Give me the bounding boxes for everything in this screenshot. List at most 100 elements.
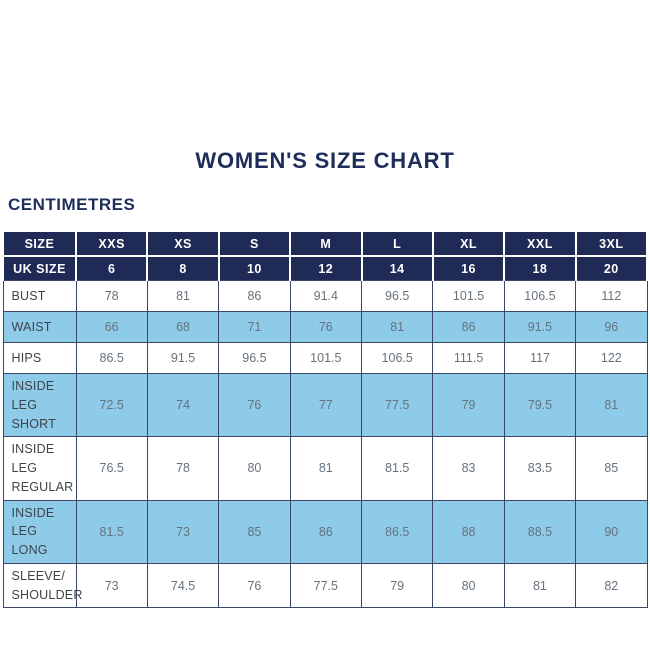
table-row: BUST 78 81 86 91.4 96.5 101.5 106.5 112 <box>2 280 648 312</box>
row-label-line: INSIDE LEG <box>11 505 55 539</box>
value-cell: 76 <box>218 562 291 609</box>
header-row-size: SIZE XXS XS S M L XL XXL 3XL <box>2 230 649 257</box>
value-cell: 96 <box>575 311 648 343</box>
value-cell: 86.5 <box>75 342 148 374</box>
row-label: BUST <box>2 280 77 312</box>
value-cell: 83 <box>432 436 505 501</box>
header-value-cell: 18 <box>503 255 577 281</box>
value-cell: 74 <box>146 372 220 438</box>
header-value-cell: L <box>360 230 434 257</box>
size-table: SIZE XXS XS S M L XL XXL 3XL UK SIZE 6 8 10 12 14 16 18 2… <box>2 230 649 609</box>
value-cell: 90 <box>575 499 648 564</box>
header-value-cell: 14 <box>360 255 434 281</box>
table-row: WAIST 66 68 71 76 81 86 91.5 96 <box>2 311 648 343</box>
header-value-cell: 3XL <box>574 230 649 257</box>
table-row: INSIDE LEG REGULAR 76.5 78 80 81 81.5 83 83.5 85 <box>2 436 648 501</box>
value-cell: 88 <box>432 499 505 564</box>
value-cell: 66 <box>75 311 148 343</box>
row-label: HIPS <box>2 342 77 374</box>
value-cell: 81 <box>503 562 577 609</box>
row-label-line: INSIDE LEG <box>11 442 55 475</box>
value-cell: 77.5 <box>360 372 434 438</box>
header-value-cell: XXL <box>503 230 577 257</box>
value-cell: 86 <box>289 499 363 564</box>
value-cell: 68 <box>146 311 220 343</box>
header-value-cell: 6 <box>74 255 149 281</box>
value-cell: 74.5 <box>146 562 220 609</box>
table-row: INSIDE LEG LONG 81.5 73 85 86 86.5 88 88.5 90 <box>2 499 648 564</box>
value-cell: 85 <box>218 499 291 564</box>
value-cell: 78 <box>146 436 220 501</box>
page-title: WOMEN'S SIZE CHART <box>195 148 455 173</box>
value-cell: 88.5 <box>503 499 577 564</box>
units-label: CENTIMETRES <box>8 195 136 214</box>
value-cell: 81.5 <box>75 499 148 564</box>
value-cell: 79 <box>432 372 505 438</box>
value-cell: 76.5 <box>75 436 148 501</box>
row-label-line: HIPS <box>11 350 42 365</box>
value-cell: 76 <box>218 372 291 438</box>
value-cell: 79 <box>360 562 434 609</box>
header-value-cell: M <box>289 230 363 257</box>
value-cell: 83.5 <box>503 436 577 501</box>
value-cell: 73 <box>75 562 148 609</box>
header-row-label: UK SIZE <box>2 255 77 281</box>
row-label-line: LONG <box>11 543 48 557</box>
value-cell: 111.5 <box>432 342 505 374</box>
row-label-line: SLEEVE/ <box>11 568 66 583</box>
value-cell: 81 <box>289 436 363 501</box>
value-cell: 71 <box>218 311 291 343</box>
row-label: INSIDE LEG SHORT <box>2 372 77 438</box>
value-cell: 86 <box>218 280 291 312</box>
value-cell: 122 <box>575 342 648 374</box>
value-cell: 106.5 <box>503 280 577 312</box>
value-cell: 106.5 <box>360 342 434 374</box>
value-cell: 80 <box>432 562 505 609</box>
row-label: WAIST <box>2 311 77 343</box>
row-label-line: BUST <box>11 288 46 303</box>
value-cell: 77 <box>289 372 363 438</box>
value-cell: 85 <box>575 436 648 501</box>
row-label: INSIDE LEG LONG <box>2 499 77 564</box>
row-label: SLEEVE/SHOULDER <box>2 562 83 609</box>
value-cell: 91.5 <box>503 311 577 343</box>
table-row: INSIDE LEG SHORT 72.5 74 76 77 77.5 79 79.5 81 <box>2 372 648 438</box>
row-label-line: WAIST <box>11 319 52 334</box>
size-table-body: SIZE XXS XS S M L XL XXL 3XL UK SIZE 6 8 10 12 14 16 18 2… <box>2 230 649 609</box>
value-cell: 81 <box>575 372 648 438</box>
header-value-cell: XL <box>431 230 506 257</box>
value-cell: 101.5 <box>289 342 363 374</box>
value-cell: 79.5 <box>503 372 577 438</box>
row-label-line: SHOULDER <box>11 587 83 602</box>
value-cell: 117 <box>503 342 577 374</box>
value-cell: 81 <box>146 280 220 312</box>
value-cell: 112 <box>575 280 648 312</box>
value-cell: 81 <box>360 311 434 343</box>
value-cell: 78 <box>75 280 148 312</box>
row-label-line: INSIDE LEG <box>11 379 55 412</box>
row-label-line: REGULAR <box>11 479 74 494</box>
header-value-cell: 12 <box>289 255 363 281</box>
value-cell: 86 <box>432 311 505 343</box>
value-cell: 77.5 <box>289 562 363 609</box>
value-cell: 80 <box>218 436 291 501</box>
header-value-cell: 16 <box>431 255 506 281</box>
header-value-cell: XS <box>146 230 220 257</box>
header-value-cell: 20 <box>574 255 649 281</box>
table-row: HIPS 86.5 91.5 96.5 101.5 106.5 111.5 117 122 <box>2 342 648 374</box>
value-cell: 96.5 <box>218 342 291 374</box>
value-cell: 91.5 <box>146 342 220 374</box>
value-cell: 82 <box>575 562 648 609</box>
row-label: INSIDE LEG REGULAR <box>2 436 77 501</box>
value-cell: 81.5 <box>360 436 434 501</box>
header-value-cell: 8 <box>146 255 220 281</box>
value-cell: 76 <box>289 311 363 343</box>
header-value-cell: 10 <box>217 255 292 281</box>
header-value-cell: XXS <box>74 230 149 257</box>
table-row: SLEEVE/SHOULDER 73 74.5 76 77.5 79 80 81 82 <box>2 562 648 609</box>
value-cell: 101.5 <box>432 280 505 312</box>
value-cell: 86.5 <box>360 499 434 564</box>
value-cell: 72.5 <box>75 372 148 438</box>
value-cell: 91.4 <box>289 280 363 312</box>
